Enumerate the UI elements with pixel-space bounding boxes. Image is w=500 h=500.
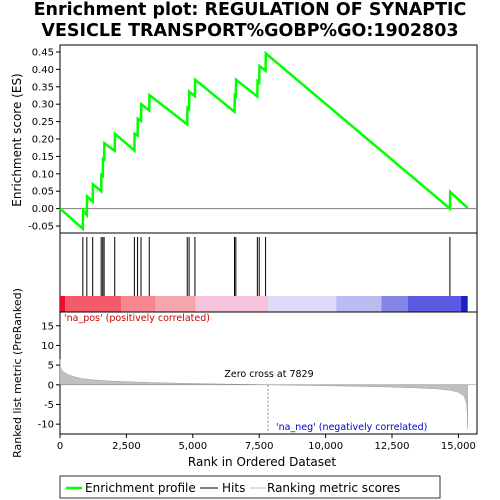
metric-y-ticks: -10 -5 0 5 10 15: [38, 321, 60, 431]
es-y-tick-label: 0.05: [32, 187, 54, 198]
es-y-tick-label: 0.40: [32, 65, 54, 76]
es-y-tick-label: -0.05: [28, 222, 54, 233]
legend: Enrichment profile Hits Ranking metric s…: [59, 475, 441, 499]
x-tick-label: 12,500: [375, 441, 410, 452]
x-axis-label: Rank in Ordered Dataset: [188, 455, 336, 469]
metric-y-tick-label: 0: [48, 380, 54, 391]
es-y-ticks: -0.05 0.00 0.05 0.10 0.15 0.20 0.25 0.30 0.35 0.4…: [28, 47, 60, 233]
es-panel: -0.05 0.00 0.05 0.10 0.15 0.20 0.25 0.30 0.35 0.4…: [10, 44, 478, 234]
x-tick-label: 15,000: [441, 441, 476, 452]
es-y-tick-label: 0.30: [32, 100, 54, 111]
zero-cross-label: Zero cross at 7829: [224, 369, 313, 380]
chart-title-line-1: Enrichment plot: REGULATION OF SYNAPTIC: [33, 0, 467, 20]
color-bar-segment: [155, 296, 196, 312]
es-y-tick-label: 0.10: [32, 169, 54, 180]
x-tick-label: 0: [57, 441, 63, 452]
hit-lines: [82, 237, 451, 296]
legend-enrichment-label: Enrichment profile: [85, 481, 196, 495]
legend-frame: [59, 475, 441, 499]
neg-correlated-label: 'na_neg' (negatively correlated): [276, 422, 427, 433]
es-plot-frame: [59, 44, 478, 234]
metric-y-tick-label: 15: [41, 321, 54, 332]
color-bar-segment: [60, 296, 66, 312]
metric-plot-frame: [59, 311, 478, 435]
legend-hits-label: Hits: [222, 481, 245, 495]
metric-y-tick-label: 5: [48, 361, 54, 372]
metric-y-tick-label: -10: [38, 420, 54, 431]
legend-metric-label: Ranking metric scores: [267, 481, 400, 495]
color-bar-segment: [195, 296, 268, 312]
x-axis-ticks: 0 2,500 5,000 7,500 10,000 12,500 15,000: [57, 434, 476, 452]
es-y-axis-label: Enrichment score (ES): [10, 73, 24, 206]
metric-y-tick-label: -5: [44, 400, 54, 411]
enrichment-profile-line: [59, 50, 469, 232]
color-bar-segment: [65, 296, 122, 312]
metric-y-tick-label: 10: [41, 341, 54, 352]
color-bar-segment: [336, 296, 382, 312]
chart-title-line-2: VESICLE TRANSPORT%GOBP%GO:1902803: [41, 21, 459, 41]
es-y-tick-label: 0.00: [32, 204, 54, 215]
chart-title: Enrichment plot: REGULATION OF SYNAPTIC …: [0, 0, 500, 42]
es-y-tick-label: 0.35: [32, 82, 54, 93]
x-tick-label: 7,500: [245, 441, 274, 452]
es-y-tick-label: 0.25: [32, 117, 54, 128]
es-y-tick-label: 0.15: [32, 152, 54, 163]
metric-panel: -10 -5 0 5 10 15 'na_pos' (positively correla…: [11, 288, 478, 458]
x-tick-label: 2,500: [112, 441, 141, 452]
color-bar-segment: [267, 296, 337, 312]
color-bar-segment: [407, 296, 462, 312]
pos-correlated-label: 'na_pos' (positively correlated): [64, 313, 210, 324]
color-bar-segment: [381, 296, 408, 312]
color-bar-segment: [121, 296, 156, 312]
rank-color-bar: [60, 296, 468, 312]
es-y-tick-label: 0.20: [32, 135, 54, 146]
metric-y-axis-label: Ranked list metric (PreRanked): [11, 288, 24, 458]
es-y-tick-label: 0.45: [32, 47, 54, 58]
x-tick-label: 10,000: [308, 441, 343, 452]
x-tick-label: 5,000: [178, 441, 207, 452]
color-bar-segment: [461, 296, 468, 312]
hits-panel: [59, 232, 478, 313]
